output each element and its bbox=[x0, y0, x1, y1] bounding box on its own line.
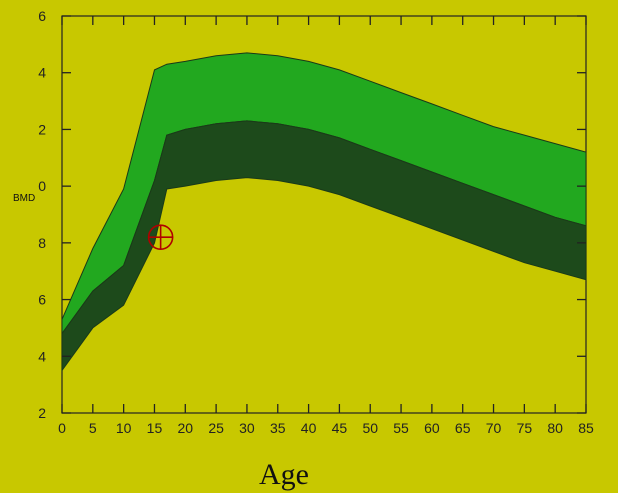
y-tick-label: 8 bbox=[38, 235, 46, 251]
y-tick-label: 2 bbox=[38, 121, 46, 137]
reference-bands bbox=[61, 52, 587, 373]
y-axis-ticks: 2 4 6 8 0 2 4 6 bbox=[38, 8, 586, 421]
x-axis-ticks: 0 5 10 15 20 25 30 35 40 45 50 55 60 65 70 75 80 85 bbox=[58, 16, 594, 436]
x-tick-label: 85 bbox=[578, 420, 594, 436]
x-tick-label: 65 bbox=[455, 420, 471, 436]
x-tick-label: 10 bbox=[116, 420, 132, 436]
x-tick-label: 55 bbox=[393, 420, 409, 436]
band-area-2 bbox=[61, 120, 587, 373]
x-tick-label: 20 bbox=[178, 420, 194, 436]
x-tick-label: 70 bbox=[486, 420, 502, 436]
x-tick-label: 50 bbox=[362, 420, 378, 436]
x-tick-label: 15 bbox=[147, 420, 163, 436]
y-tick-label: 6 bbox=[38, 292, 46, 308]
x-tick-label: 75 bbox=[517, 420, 533, 436]
x-tick-label: 45 bbox=[332, 420, 348, 436]
y-tick-label: 6 bbox=[38, 8, 46, 24]
x-tick-label: 25 bbox=[208, 420, 224, 436]
x-tick-label: 80 bbox=[547, 420, 563, 436]
y-axis-label: BMD bbox=[13, 193, 35, 204]
x-axis-label: Age bbox=[259, 458, 309, 491]
y-tick-label: 0 bbox=[38, 178, 46, 194]
x-tick-label: 60 bbox=[424, 420, 440, 436]
x-tick-label: 40 bbox=[301, 420, 317, 436]
markers bbox=[147, 224, 174, 250]
x-tick-label: 5 bbox=[89, 420, 97, 436]
x-tick-label: 35 bbox=[270, 420, 286, 436]
y-tick-label: 4 bbox=[38, 65, 46, 81]
x-tick-label: 0 bbox=[58, 420, 66, 436]
y-tick-label: 2 bbox=[38, 405, 46, 421]
x-tick-label: 30 bbox=[239, 420, 255, 436]
y-tick-label: 4 bbox=[38, 348, 46, 364]
